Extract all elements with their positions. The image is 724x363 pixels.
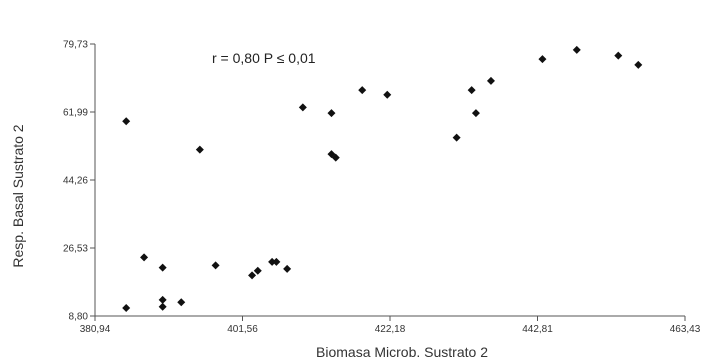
data-point (572, 45, 581, 54)
y-tick-label: 61,99 (63, 108, 88, 119)
data-points (122, 45, 643, 312)
x-tick-label: 422,18 (375, 324, 406, 335)
x-tick-label: 380,94 (80, 324, 111, 335)
data-point (358, 86, 367, 95)
x-ticks: 380,94 401,56 422,18 442,81 463,43 (80, 316, 701, 335)
data-point (634, 60, 643, 69)
data-point (122, 303, 131, 312)
data-point (471, 109, 480, 118)
data-point (283, 264, 292, 273)
y-axis-title: Resp. Basal Sustrato 2 (10, 124, 26, 267)
correlation-annotation: r = 0,80 P ≤ 0,01 (212, 50, 316, 66)
data-point (140, 253, 149, 262)
y-tick-label: 44,26 (63, 176, 88, 187)
data-point (158, 263, 167, 272)
data-point (158, 295, 167, 304)
data-point (614, 51, 623, 60)
x-tick-label: 401,56 (227, 324, 258, 335)
data-point (452, 133, 461, 142)
data-point (158, 302, 167, 311)
x-axis-title: Biomasa Microb. Sustrato 2 (316, 344, 488, 360)
data-point (268, 257, 277, 266)
data-point (467, 86, 476, 95)
y-tick-label: 8,80 (69, 312, 89, 323)
data-point (383, 90, 392, 99)
data-point (122, 117, 131, 126)
y-tick-label: 79,73 (63, 40, 88, 51)
data-point (298, 103, 307, 112)
data-point (331, 153, 340, 162)
x-tick-label: 442,81 (522, 324, 553, 335)
data-point (486, 76, 495, 85)
data-point (248, 271, 257, 280)
data-point (253, 266, 262, 275)
data-point (538, 55, 547, 64)
data-point (272, 257, 281, 266)
data-point (177, 298, 186, 307)
data-point (211, 261, 220, 270)
y-tick-label: 26,53 (63, 244, 88, 255)
data-point (195, 145, 204, 154)
y-ticks: 8,80 26,53 44,26 61,99 79,73 (63, 40, 95, 323)
x-tick-label: 463,43 (670, 324, 701, 335)
data-point (327, 109, 336, 118)
y-axis: 8,80 26,53 44,26 61,99 79,73 (63, 40, 96, 323)
x-axis: 380,94 401,56 422,18 442,81 463,43 (80, 315, 701, 335)
